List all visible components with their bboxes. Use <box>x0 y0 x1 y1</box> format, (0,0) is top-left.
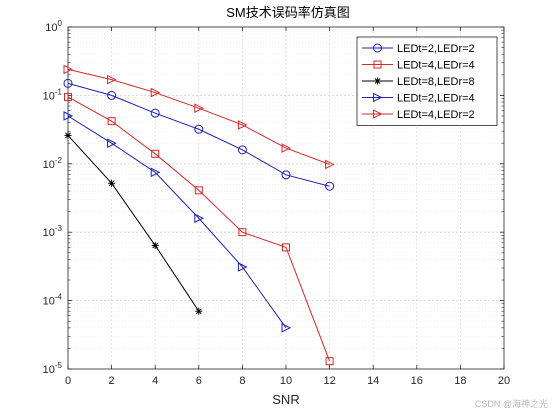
series-2 <box>64 92 334 366</box>
x-tick-label: 6 <box>196 375 202 387</box>
x-tick-label: 18 <box>454 375 466 387</box>
chart-title: SM技术误码率仿真图 <box>226 5 350 20</box>
legend-label: LEDt=2,LEDr=4 <box>397 93 475 105</box>
y-tick-label: 10-1 <box>43 87 63 102</box>
data-point <box>195 307 203 315</box>
legend-marker <box>373 43 382 53</box>
series-line <box>67 82 330 187</box>
data-point <box>64 92 72 101</box>
data-point <box>238 228 247 237</box>
x-tick-label: 8 <box>239 375 245 387</box>
x-tick-label: 10 <box>280 375 292 387</box>
legend-item: LEDt=4,LEDr=4 <box>362 60 475 72</box>
series-line <box>67 115 287 329</box>
legend-item: LEDt=2,LEDr=4 <box>362 93 475 105</box>
series-layer <box>63 64 335 366</box>
y-tick-base: 10 <box>43 159 55 171</box>
x-tick-label: 4 <box>152 375 158 387</box>
y-tick-exponent: -4 <box>55 293 63 302</box>
series-3 <box>64 131 203 315</box>
x-axis-label: SNR <box>272 392 299 407</box>
data-point <box>151 241 159 249</box>
data-point <box>64 131 72 139</box>
x-tick-label: 2 <box>109 375 115 387</box>
legend-item: LEDt=2,LEDr=2 <box>362 43 475 55</box>
data-point <box>150 108 160 118</box>
data-point <box>150 167 161 178</box>
y-tick-base: 10 <box>43 364 55 376</box>
data-point <box>325 357 334 366</box>
data-point <box>107 90 117 100</box>
y-tick-exponent: -2 <box>55 156 63 165</box>
data-point <box>325 159 335 170</box>
marker-star-stroke <box>152 242 159 249</box>
series-1 <box>63 78 335 191</box>
x-tick-label: 20 <box>498 375 510 387</box>
data-point <box>107 117 116 126</box>
data-point <box>63 64 74 75</box>
legend-item: LEDt=4,LEDr=2 <box>362 109 475 121</box>
series-line <box>67 96 331 362</box>
series-line <box>67 68 330 165</box>
series-line <box>67 135 200 312</box>
data-point <box>63 111 74 121</box>
legend-marker <box>373 109 383 119</box>
data-point <box>281 170 291 180</box>
data-point <box>63 78 73 88</box>
data-point <box>194 213 204 224</box>
legend-label: LEDt=4,LEDr=4 <box>397 60 475 72</box>
legend-label: LEDt=8,LEDr=8 <box>397 76 475 88</box>
data-point <box>151 149 160 158</box>
x-tick-label: 14 <box>367 375 379 387</box>
x-tick-label: 16 <box>411 375 423 387</box>
data-point <box>282 243 290 252</box>
y-tick-label: 100 <box>45 19 62 34</box>
data-point <box>194 186 203 195</box>
legend-marker <box>373 92 383 103</box>
legend-label: LEDt=4,LEDr=2 <box>397 109 475 121</box>
y-tick-base: 10 <box>43 90 55 102</box>
legend-marker <box>373 60 382 69</box>
y-tick-label: 10-2 <box>43 156 63 171</box>
legend: LEDt=2,LEDr=2 LEDt=4,LEDr=4 LEDt=8,LEDr=8 L… <box>356 36 498 126</box>
y-tick-label: 10-4 <box>43 293 63 308</box>
x-tick-label: 12 <box>323 375 335 387</box>
data-point <box>194 124 204 134</box>
marker-star-stroke <box>374 78 381 84</box>
y-tick-exponent: -1 <box>55 87 63 96</box>
y-tick-exponent: -3 <box>55 224 63 233</box>
data-point <box>237 120 248 130</box>
marker-star-stroke <box>195 308 202 315</box>
y-tick-label: 10-3 <box>43 224 63 239</box>
data-point <box>281 143 292 153</box>
data-point <box>107 74 117 85</box>
legend-item: LEDt=8,LEDr=8 <box>362 76 475 88</box>
data-point <box>281 323 292 333</box>
legend-label: LEDt=2,LEDr=2 <box>397 43 475 55</box>
data-point <box>194 103 204 114</box>
y-tick-base: 10 <box>43 227 55 239</box>
y-tick-exponent: 0 <box>58 19 63 28</box>
data-point <box>108 179 116 187</box>
y-tick-base: 10 <box>45 22 57 34</box>
marker-star-stroke <box>65 132 71 139</box>
data-point <box>237 145 247 155</box>
y-tick-base: 10 <box>43 296 55 308</box>
series-4 <box>63 111 292 333</box>
legend-marker <box>374 77 381 85</box>
watermark: CSDN @海神之光 <box>475 398 548 409</box>
data-point <box>150 87 161 98</box>
data-point <box>237 262 248 272</box>
marker-star-stroke <box>108 180 115 187</box>
y-tick-label: 10-5 <box>43 361 63 376</box>
data-point <box>107 138 117 149</box>
x-tick-label: 0 <box>65 375 71 387</box>
y-tick-exponent: -5 <box>55 361 63 370</box>
data-point <box>325 181 335 191</box>
series-5 <box>63 64 335 170</box>
